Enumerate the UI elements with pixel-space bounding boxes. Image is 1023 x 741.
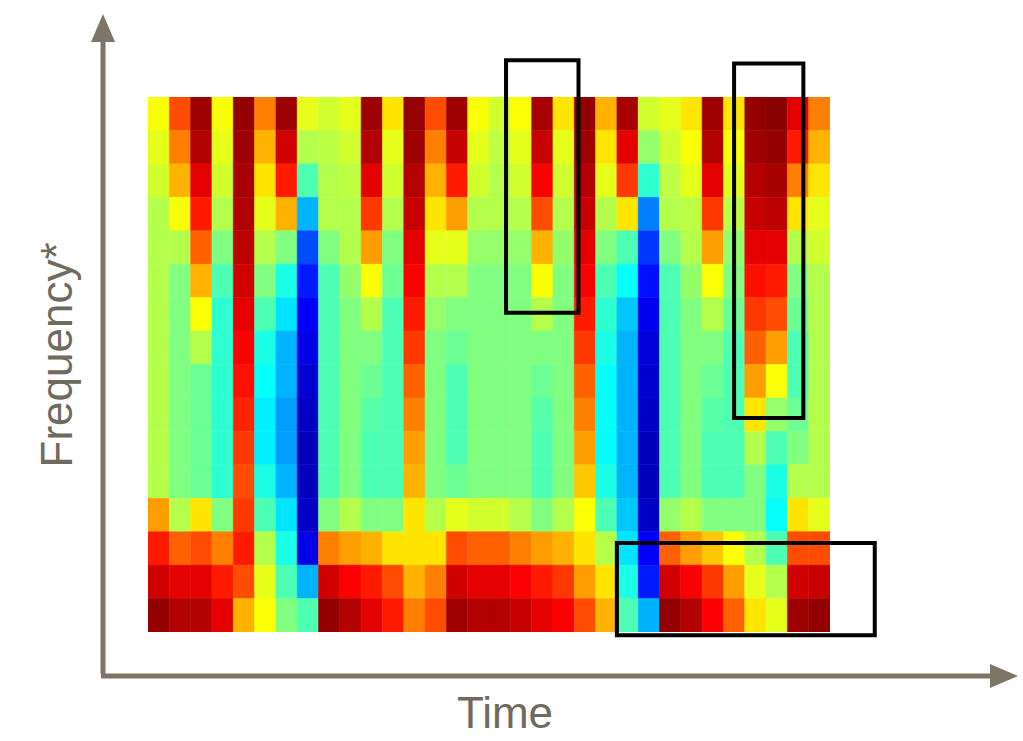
svg-text:Time: Time xyxy=(457,688,553,737)
svg-text:Frequency*: Frequency* xyxy=(32,242,81,467)
